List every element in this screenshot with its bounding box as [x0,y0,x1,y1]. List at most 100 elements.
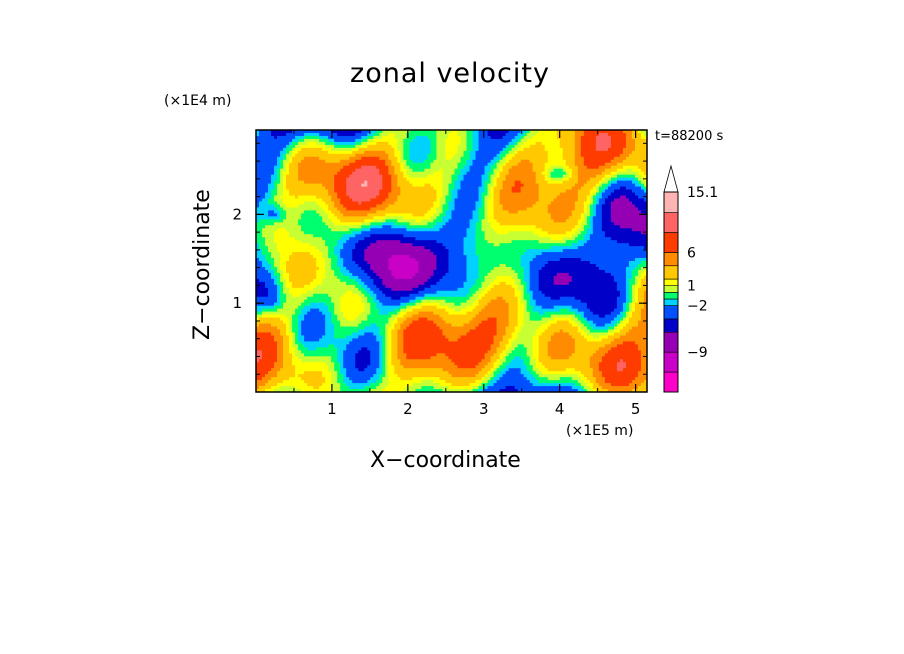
field-cell [307,305,311,310]
field-cell [421,240,426,244]
field-cell [313,177,317,182]
field-cell [418,150,423,155]
field-cell [388,308,392,313]
field-cell [367,269,371,274]
field-cell [364,368,368,372]
field-cell [373,389,377,392]
field-cell [421,344,426,348]
field-cell [361,153,365,158]
field-cell [319,272,323,277]
field-cell [304,326,308,331]
field-cell [265,150,269,155]
field-cell [364,356,368,360]
field-cell [313,216,317,220]
field-cell [307,386,311,390]
field-cell [370,371,374,375]
field-cell [379,201,383,206]
field-cell [280,147,284,152]
field-cell [382,380,386,384]
field-cell [385,329,389,334]
field-cell [409,338,413,342]
field-cell [376,180,380,185]
field-cell [301,338,305,342]
field-cell [295,299,299,304]
field-cell [259,332,263,337]
field-cell [403,332,407,337]
field-cell [286,141,290,146]
field-cell [313,374,317,378]
field-cell [406,296,410,301]
field-cell [367,299,371,304]
field-cell [295,240,299,244]
field-cell [367,198,371,203]
field-cell [265,314,269,319]
field-cell [391,347,395,351]
field-cell [310,192,314,197]
field-cell [313,278,317,283]
field-cell [274,135,278,140]
field-cell [313,168,317,173]
field-cell [274,141,278,146]
field-cell [403,326,407,331]
field-cell [316,347,320,351]
field-cell [331,183,335,188]
field-cell [265,353,269,357]
field-cell [298,296,302,301]
field-cell [373,293,377,298]
field-cell [256,189,260,194]
field-cell [295,377,299,381]
field-cell [397,293,401,298]
field-cell [340,141,344,146]
field-cell [400,207,404,211]
field-cell [334,240,338,244]
field-cell [367,156,371,161]
field-cell [301,317,305,322]
field-cell [271,365,275,369]
field-cell [415,284,420,289]
field-cell [322,159,326,164]
field-cell [394,284,398,289]
field-cell [376,263,380,268]
field-cell [316,231,320,235]
field-cell [289,258,293,262]
field-cell [313,132,317,137]
field-cell [373,258,377,262]
field-cell [424,189,429,194]
field-cell [289,377,293,381]
field-cell [268,272,272,277]
field-cell [385,353,389,357]
field-cell [259,302,263,307]
field-cell [298,272,302,277]
field-cell [271,293,275,298]
field-cell [301,287,305,292]
field-cell [352,299,356,304]
field-cell [412,383,417,387]
field-cell [421,130,426,134]
field-cell [367,225,371,229]
field-cell [286,222,290,226]
field-cell [373,225,377,229]
field-cell [313,275,317,280]
field-cell [370,147,374,152]
field-cell [418,144,423,149]
field-cell [415,249,420,253]
field-cell [322,252,326,256]
field-cell [301,365,305,369]
field-cell [325,246,329,250]
field-cell [265,171,269,176]
field-cell [406,234,410,238]
field-cell [391,141,395,146]
field-cell [265,263,269,268]
field-cell [346,332,350,337]
field-cell [319,356,323,360]
field-cell [289,168,293,173]
field-cell [379,162,383,167]
field-cell [319,180,323,185]
field-cell [364,305,368,310]
field-cell [271,201,275,206]
field-cell [406,243,410,247]
field-cell [325,269,329,274]
field-cell [283,132,287,137]
field-cell [310,329,314,334]
field-cell [382,150,386,155]
